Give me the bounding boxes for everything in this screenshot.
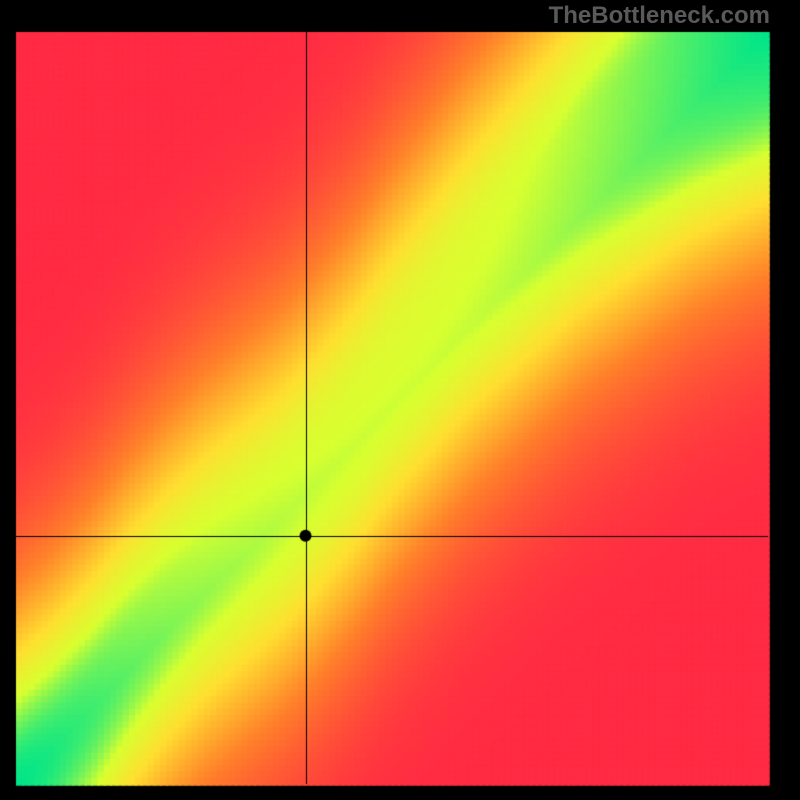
watermark-text: TheBottleneck.com	[549, 2, 770, 30]
bottleneck-heatmap	[0, 0, 800, 800]
